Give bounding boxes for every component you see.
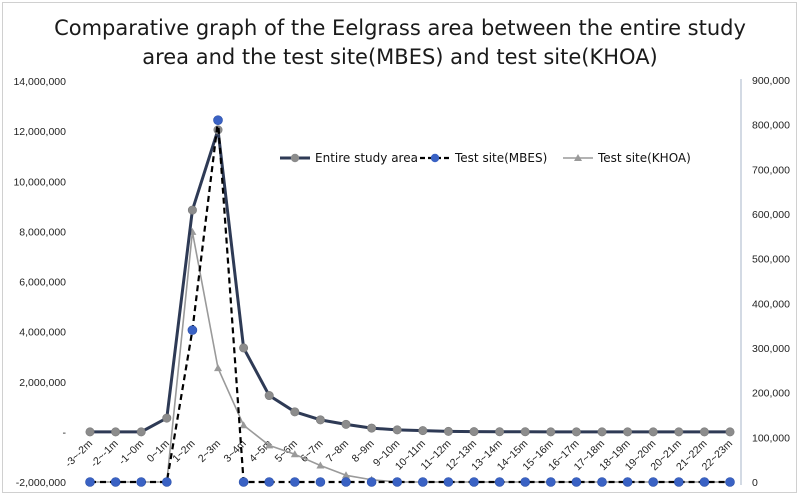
- series-1-point: [315, 415, 325, 425]
- series-1-point: [264, 391, 274, 401]
- series-2-point: [136, 477, 146, 487]
- chart-title-line-1: Comparative graph of the Eelgrass area b…: [54, 16, 746, 40]
- left-axis-tick-label: 12,000,000: [13, 126, 66, 138]
- series-1-point: [674, 427, 684, 437]
- series-1-point: [623, 427, 633, 437]
- series-1-point: [367, 423, 377, 433]
- series-2-point: [110, 477, 121, 487]
- series-1-point: [187, 205, 197, 215]
- legend-label-3: Test site(KHOA): [597, 151, 691, 165]
- series-2-point: [725, 477, 735, 487]
- right-axis-tick-label: 200,000: [752, 388, 790, 400]
- chart-title: Comparative graph of the Eelgrass area b…: [0, 14, 800, 72]
- series-2-point: [366, 477, 377, 487]
- series-2-point: [392, 477, 403, 487]
- series-1-point: [443, 426, 453, 436]
- right-axis-tick-label: 800,000: [752, 120, 790, 132]
- x-axis-tick-label: 1~2m: [170, 437, 197, 464]
- right-axis-tick-label: 900,000: [752, 75, 790, 87]
- series-2-point: [545, 477, 556, 487]
- x-axis-tick-label: 2~3m: [196, 437, 223, 464]
- series-2-point: [520, 477, 531, 487]
- x-axis-tick-label: 7~8m: [324, 437, 351, 464]
- series-2-point: [289, 477, 300, 487]
- series-1-point: [136, 427, 146, 437]
- series-2-point: [238, 477, 249, 487]
- series-1-point: [597, 427, 607, 437]
- left-axis-tick-label: 2,000,000: [19, 377, 66, 389]
- series-3-point: [214, 364, 222, 372]
- left-axis-tick-label: 10,000,000: [13, 176, 66, 188]
- series-1-point: [699, 427, 709, 437]
- left-axis-tick-label: -: [63, 427, 67, 439]
- series-1-point: [418, 426, 428, 436]
- x-axis-tick-label: -1~0m: [117, 437, 147, 467]
- x-axis-tick-label: -3~-2m: [63, 437, 95, 469]
- right-axis-tick-label: 300,000: [752, 343, 790, 355]
- series-2-point: [673, 477, 684, 487]
- series-2-point: [469, 477, 479, 487]
- series-1-point: [239, 343, 249, 353]
- series-1-point: [520, 427, 530, 437]
- series-3-point: [290, 450, 299, 458]
- series-2-point: [571, 477, 582, 487]
- right-axis-tick-label: 700,000: [752, 164, 790, 176]
- right-axis-tick-label: 400,000: [752, 298, 790, 310]
- right-axis-tick-label: 500,000: [752, 254, 790, 266]
- series-3-point: [265, 441, 274, 449]
- series-2-point: [341, 477, 351, 487]
- series-1-point: [392, 425, 402, 435]
- x-axis-tick-label: 0~1m: [145, 437, 172, 464]
- series-2-point: [162, 477, 172, 487]
- series-2-point: [213, 115, 223, 125]
- right-axis-tick-label: 600,000: [752, 209, 790, 221]
- series-1-point: [648, 427, 658, 437]
- series-2-point: [648, 477, 659, 487]
- left-axis-tick-label: 8,000,000: [19, 226, 66, 238]
- series-3-point: [239, 421, 248, 429]
- series-1-point: [85, 427, 95, 437]
- series-2-point: [315, 477, 326, 487]
- series-2-point: [417, 477, 428, 487]
- series-1-point: [546, 427, 556, 437]
- x-axis-tick-label: -2~-1m: [89, 437, 121, 469]
- left-axis-tick-label: 14,000,000: [13, 76, 66, 88]
- series-2-point: [699, 477, 710, 487]
- x-axis-tick-label: 4~5m: [247, 437, 274, 464]
- series-2-point: [443, 477, 454, 487]
- series-2-point: [264, 477, 275, 487]
- legend-label-2: Test site(MBES): [454, 151, 547, 165]
- right-axis-tick-label: 0: [752, 477, 758, 489]
- series-1-point: [162, 413, 172, 423]
- chart-title-line-2: area and the test site(MBES) and test si…: [142, 45, 658, 69]
- left-axis-tick-label: 6,000,000: [19, 277, 66, 289]
- series-2-point: [597, 477, 607, 487]
- legend-marker-1: [290, 153, 300, 163]
- series-1-point: [725, 427, 735, 437]
- series-line-1: [90, 128, 730, 434]
- left-axis-tick-label: -2,000,000: [16, 477, 66, 489]
- legend-marker-3: [574, 154, 582, 161]
- legend-label-1: Entire study area: [315, 151, 418, 165]
- right-axis-tick-label: 100,000: [752, 432, 790, 444]
- series-2-point: [187, 325, 198, 335]
- legend-marker-2: [430, 153, 440, 163]
- series-2-point: [85, 477, 95, 487]
- x-axis-tick-label: 6~7m: [298, 437, 325, 464]
- series-1-point: [111, 427, 121, 437]
- x-axis-tick-label: 3~4m: [221, 437, 248, 464]
- series-1-point: [495, 427, 505, 437]
- series-1-point: [341, 419, 351, 429]
- series-1-point: [469, 427, 479, 437]
- series-3-point: [316, 461, 325, 469]
- series-1-point: [571, 427, 581, 437]
- series-3-point: [342, 471, 350, 479]
- left-axis-tick-label: 4,000,000: [19, 327, 66, 339]
- series-2-point: [494, 477, 505, 487]
- series-1-point: [290, 407, 300, 417]
- series-2-point: [622, 477, 633, 487]
